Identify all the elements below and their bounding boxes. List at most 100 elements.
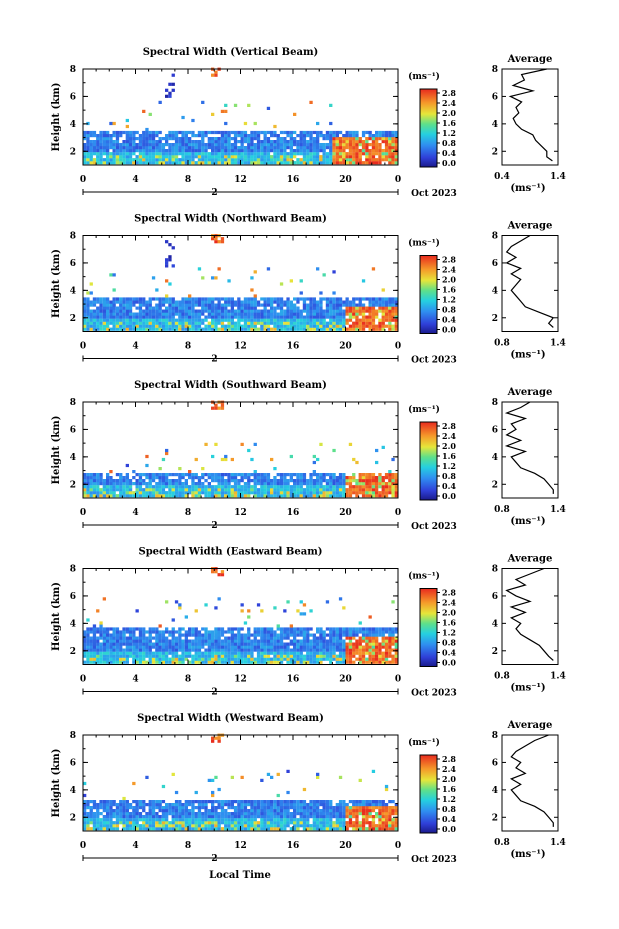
heatmap-cell: [237, 309, 241, 313]
heatmap-cell: [165, 473, 169, 477]
heatmap-cell: [250, 315, 254, 319]
heatmap-cell: [293, 309, 297, 313]
heatmap-cell: [128, 824, 133, 828]
heatmap-cell: [329, 633, 333, 637]
heatmap-cell: [266, 648, 271, 652]
heatmap-cell: [293, 494, 297, 498]
heatmap-cell: [253, 152, 257, 156]
heatmap-cell: [89, 473, 93, 477]
heatmap-cell: [316, 648, 320, 652]
heatmap-cell: [243, 300, 248, 304]
heatmap-cell: [165, 815, 169, 819]
heatmap-cell: [279, 648, 284, 652]
heatmap-cell: [122, 806, 126, 810]
heatmap-cell: [358, 143, 362, 147]
heatmap-cell: [214, 570, 218, 574]
average-x-tick-label: 1.4: [550, 505, 566, 515]
heatmap-cell: [211, 815, 215, 819]
heatmap-cell: [211, 660, 215, 664]
heatmap-cell: [361, 488, 366, 492]
heatmap-cell: [388, 645, 392, 649]
heatmap-cell: [165, 158, 169, 162]
heatmap-cell: [263, 134, 267, 138]
heatmap-cell: [201, 654, 205, 658]
heatmap-cell: [174, 800, 179, 804]
heatmap-cell: [165, 494, 169, 498]
heatmap-cell: [273, 642, 277, 646]
heatmap-cell: [358, 321, 362, 325]
heatmap-cell: [112, 146, 116, 150]
heatmap-cell: [148, 309, 152, 313]
heatmap-cell: [276, 312, 280, 316]
heatmap-cell: [214, 318, 218, 322]
heatmap-cell: [312, 473, 316, 477]
heatmap-cell: [237, 827, 241, 831]
heatmap-cell: [135, 482, 139, 486]
heatmap-cell: [296, 642, 300, 646]
heatmap-cell: [240, 803, 244, 807]
heatmap-cell: [161, 297, 166, 301]
heatmap-cell: [237, 630, 241, 634]
heatmap-cell: [217, 803, 221, 807]
heatmap-cell: [250, 821, 254, 825]
heatmap-cell: [112, 309, 116, 313]
heatmap-cell: [381, 130, 385, 135]
heatmap-cell: [358, 485, 362, 489]
heatmap-cell: [220, 573, 225, 577]
heatmap-cell: [132, 654, 136, 658]
heatmap-cell: [89, 140, 93, 144]
heatmap-cell: [109, 318, 113, 322]
heatmap-cell: [273, 636, 277, 640]
heatmap-cell: [207, 645, 211, 649]
heatmap-cell: [171, 137, 175, 141]
heatmap-cell: [86, 827, 90, 831]
heatmap-cell: [247, 140, 251, 144]
heatmap-cell: [106, 803, 110, 807]
heatmap-cell: [325, 327, 330, 331]
heatmap-cell: [89, 485, 93, 489]
heatmap-cell: [250, 152, 254, 156]
heatmap-cell: [296, 318, 300, 322]
heatmap-cell: [371, 482, 376, 486]
heatmap-cell: [184, 140, 188, 144]
heatmap-cell: [279, 312, 284, 316]
heatmap-cell: [260, 609, 264, 613]
heatmap-cell: [388, 488, 392, 492]
heatmap-cell: [155, 130, 159, 135]
heatmap-cell: [125, 161, 129, 165]
heatmap-cell: [250, 155, 254, 159]
heatmap-cell: [174, 815, 179, 819]
heatmap-cell: [145, 155, 149, 159]
heatmap-cell: [138, 657, 143, 661]
heatmap-cell: [388, 315, 392, 319]
heatmap-cell: [230, 161, 234, 165]
heatmap-cell: [122, 143, 126, 147]
heatmap-cell: [112, 488, 116, 492]
heatmap-cell: [293, 485, 297, 489]
heatmap-cell: [158, 158, 162, 162]
heatmap-cell: [394, 130, 398, 135]
heatmap-cell: [165, 803, 169, 807]
heatmap-cell: [217, 482, 221, 486]
heatmap-cell: [106, 651, 110, 655]
heatmap-cell: [201, 627, 205, 631]
heatmap-cell: [83, 161, 87, 165]
heatmap-cell: [371, 158, 376, 162]
heatmap-cell: [161, 642, 166, 646]
heatmap-cell: [306, 297, 310, 301]
heatmap-cell: [263, 297, 267, 301]
heatmap-cell: [306, 485, 310, 489]
heatmap-cell: [96, 815, 100, 819]
heatmap-cell: [155, 324, 159, 328]
heatmap-cell: [329, 297, 333, 301]
heatmap-cell: [132, 806, 136, 810]
heatmap-cell: [224, 660, 228, 664]
heatmap-cell: [342, 309, 346, 313]
heatmap-cell: [247, 143, 251, 147]
heatmap-cell: [106, 315, 110, 319]
heatmap-cell: [119, 642, 123, 646]
heatmap-cell: [92, 627, 97, 631]
heatmap-cell: [184, 485, 188, 489]
y-axis-label: Height (km): [51, 416, 62, 485]
heatmap-cell: [89, 800, 93, 804]
